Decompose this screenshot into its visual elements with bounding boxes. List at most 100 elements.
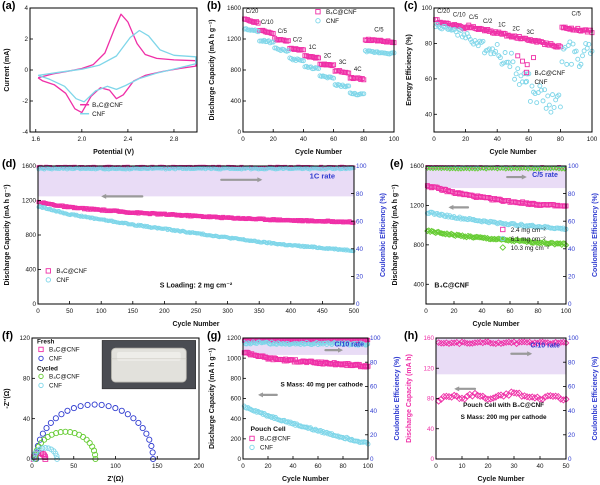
svg-text:400: 400 — [413, 281, 424, 288]
svg-text:40: 40 — [494, 136, 502, 143]
svg-text:1C rate: 1C rate — [310, 171, 335, 180]
svg-text:B₄C@CNF: B₄C@CNF — [434, 282, 469, 289]
svg-text:1C: 1C — [498, 23, 506, 29]
svg-text:600: 600 — [230, 396, 241, 403]
svg-text:C/20: C/20 — [437, 9, 450, 15]
svg-text:Coulombic Efficiency (%): Coulombic Efficiency (%) — [394, 356, 401, 440]
svg-text:40: 40 — [300, 136, 308, 143]
svg-text:0: 0 — [432, 136, 436, 143]
svg-text:80: 80 — [568, 359, 576, 366]
eis-nyquist-chart: 0 50 100 150 200 0 40 80 120 Z'(Ω) -Z''(Ω) Fresh B₄C… — [4, 335, 205, 483]
svg-text:50: 50 — [70, 463, 78, 470]
panel-label-f: (f) — [2, 330, 13, 342]
panel-f-eis-nyquist: (f) 0 50 100 150 200 0 40 80 120 Z'(Ω) -Z''(Ω) Fres… — [0, 330, 205, 485]
svg-text:0: 0 — [430, 456, 434, 463]
svg-text:20: 20 — [484, 463, 492, 470]
svg-text:B₄C@CNF: B₄C@CNF — [49, 347, 80, 354]
svg-text:400: 400 — [286, 308, 297, 315]
svg-text:0: 0 — [24, 67, 28, 74]
pouch-cell-cycling-chart: 0 20 40 60 80 1000200400600800100012000204060… — [209, 335, 401, 483]
svg-text:C/5: C/5 — [469, 15, 479, 21]
svg-text:100: 100 — [568, 163, 579, 170]
svg-text:0: 0 — [237, 456, 241, 463]
svg-text:0: 0 — [568, 456, 572, 463]
svg-text:60: 60 — [370, 384, 378, 391]
svg-text:Cycle Number: Cycle Number — [295, 149, 342, 156]
svg-text:40: 40 — [536, 463, 544, 470]
svg-text:CNF: CNF — [534, 79, 547, 86]
svg-text:30: 30 — [510, 463, 518, 470]
svg-text:400: 400 — [230, 98, 241, 105]
svg-text:100: 100 — [370, 335, 381, 342]
svg-text:0: 0 — [356, 301, 360, 308]
svg-text:100: 100 — [389, 136, 400, 143]
panel-label-h: (h) — [404, 330, 419, 342]
svg-text:80: 80 — [370, 359, 378, 366]
panel-label-e: (e) — [390, 158, 404, 170]
svg-text:Coulombic Efficiency (%): Coulombic Efficiency (%) — [592, 193, 599, 277]
svg-text:200: 200 — [194, 463, 205, 470]
svg-text:C/2: C/2 — [293, 37, 303, 43]
svg-text:-2: -2 — [22, 98, 28, 105]
svg-text:100: 100 — [561, 308, 572, 315]
svg-text:1600: 1600 — [227, 5, 242, 12]
svg-text:S Loading: 2 mg cm⁻²: S Loading: 2 mg cm⁻² — [160, 282, 233, 289]
svg-text:800: 800 — [230, 376, 241, 383]
svg-text:Coulombic Efficiency (%): Coulombic Efficiency (%) — [592, 356, 599, 440]
panel-label-c: (c) — [404, 0, 418, 12]
svg-text:3C: 3C — [527, 30, 535, 36]
panel-d-long-cycling: (d) 0 50 100 150 200 250 300 350 400 450 500 0 400 80… — [0, 158, 388, 330]
svg-text:40: 40 — [356, 246, 364, 253]
svg-text:CNF: CNF — [56, 277, 69, 284]
panel-a-cyclic-voltammetry: (a) 1.6 2.0 2.4 2.8 -4 -2 0 2 4 Potential (V) Curr… — [0, 0, 205, 158]
svg-text:40: 40 — [478, 308, 486, 315]
svg-text:B₄C@CNF: B₄C@CNF — [326, 9, 357, 16]
svg-text:60: 60 — [356, 218, 364, 225]
svg-text:0: 0 — [26, 456, 30, 463]
svg-text:Cycle Number: Cycle Number — [489, 149, 536, 156]
svg-text:20: 20 — [370, 432, 378, 439]
svg-text:10.3 mg cm⁻²: 10.3 mg cm⁻² — [511, 245, 549, 252]
svg-text:0: 0 — [32, 301, 36, 308]
svg-text:CNF: CNF — [92, 111, 105, 118]
svg-text:100: 100 — [587, 136, 598, 143]
svg-text:0: 0 — [370, 456, 374, 463]
svg-text:Discharge Capacity (mA h g⁻¹): Discharge Capacity (mA h g⁻¹) — [4, 184, 11, 285]
svg-text:100: 100 — [568, 335, 579, 342]
svg-text:100: 100 — [356, 163, 367, 170]
svg-text:100: 100 — [363, 463, 374, 470]
svg-text:80: 80 — [557, 136, 565, 143]
svg-text:60: 60 — [330, 136, 338, 143]
svg-text:20: 20 — [568, 432, 576, 439]
svg-text:1600: 1600 — [22, 163, 37, 170]
svg-text:100: 100 — [421, 5, 432, 12]
svg-text:1.6: 1.6 — [31, 136, 40, 143]
svg-text:C/20: C/20 — [246, 9, 259, 15]
svg-text:CNF: CNF — [49, 356, 62, 363]
svg-text:60: 60 — [506, 308, 514, 315]
energy-efficiency-chart: 0 20 40 60 80 100 40 60 80 100 Cycle Number Energy … — [406, 5, 598, 156]
svg-text:2: 2 — [24, 36, 28, 43]
svg-text:Energy Efficiency (%): Energy Efficiency (%) — [406, 34, 413, 106]
svg-text:C/5 rate: C/5 rate — [532, 172, 558, 179]
svg-text:2.4 mg cm⁻²: 2.4 mg cm⁻² — [511, 227, 546, 234]
svg-text:Cycle Number: Cycle Number — [282, 476, 329, 483]
svg-text:20: 20 — [356, 274, 364, 281]
svg-text:2C: 2C — [324, 54, 332, 60]
svg-text:1C: 1C — [309, 45, 317, 51]
cv-curves-chart: 1.6 2.0 2.4 2.8 -4 -2 0 2 4 Potential (V) Current … — [4, 5, 198, 156]
svg-text:Discharge Capacity (mA h): Discharge Capacity (mA h) — [406, 354, 413, 443]
svg-text:40: 40 — [427, 426, 435, 433]
svg-text:60: 60 — [314, 463, 322, 470]
svg-text:C/10: C/10 — [453, 13, 466, 19]
svg-text:4C: 4C — [354, 67, 362, 73]
long-cycling-chart: 0 50 100 150 200 250 300 350 400 450 5000400800120… — [4, 163, 387, 328]
svg-text:20: 20 — [264, 463, 272, 470]
svg-text:80: 80 — [23, 376, 31, 383]
svg-text:400: 400 — [230, 416, 241, 423]
svg-text:20: 20 — [450, 308, 458, 315]
svg-text:S Mass: 40 mg per cathode: S Mass: 40 mg per cathode — [281, 381, 364, 388]
svg-text:1600: 1600 — [410, 163, 425, 170]
svg-text:800: 800 — [230, 67, 241, 74]
svg-text:Potential (V): Potential (V) — [93, 149, 134, 156]
